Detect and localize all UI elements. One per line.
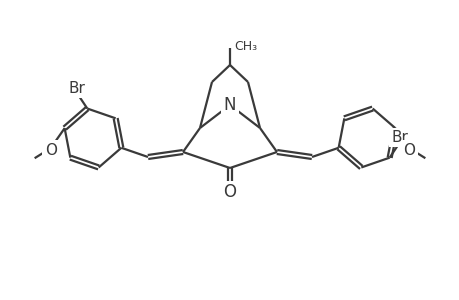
Text: Br: Br — [390, 130, 407, 145]
Text: N: N — [223, 96, 236, 114]
Text: CH₃: CH₃ — [234, 40, 257, 52]
Text: O: O — [223, 183, 236, 201]
Text: Br: Br — [69, 81, 85, 96]
Text: O: O — [403, 143, 414, 158]
Text: O: O — [45, 143, 56, 158]
